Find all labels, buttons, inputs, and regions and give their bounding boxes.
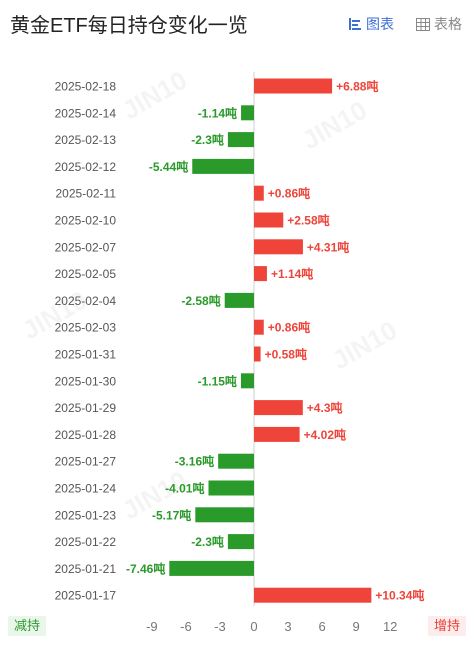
category-label: 2025-01-31 [55,348,117,362]
category-label: 2025-02-12 [55,160,117,174]
x-tick-label: 6 [318,619,325,634]
bar [254,400,303,416]
value-label: +0.58吨 [265,347,307,362]
category-label: 2025-02-10 [55,214,117,228]
value-label: +0.86吨 [268,186,310,201]
bar [227,132,254,148]
category-label: 2025-02-11 [56,187,117,201]
bar [254,319,264,335]
chart-icon [349,18,361,30]
bar [218,453,254,469]
value-label: -4.01吨 [165,481,204,496]
category-label: 2025-01-23 [55,508,117,522]
value-label: +0.86吨 [268,320,310,335]
header: 黄金ETF每日持仓变化一览 图表 表格 [0,0,474,44]
page-title: 黄金ETF每日持仓变化一览 [10,15,248,37]
category-label: 2025-02-13 [55,133,117,147]
category-label: 2025-01-29 [55,401,117,415]
value-label: +10.34吨 [375,588,424,603]
bar [254,212,284,228]
category-label: 2025-01-24 [55,482,117,496]
decrease-legend-tag: 减持 [8,616,47,636]
bar [254,266,267,282]
bar [224,292,254,308]
value-label: -7.46吨 [126,561,165,576]
tab-chart-label: 图表 [366,16,394,32]
category-label: 2025-02-04 [55,294,117,308]
value-label: -1.14吨 [198,105,237,120]
value-label: -2.3吨 [191,534,224,549]
category-label: 2025-01-30 [55,374,117,388]
increase-legend-tag: 增持 [428,616,467,636]
value-label: +1.14吨 [271,266,313,281]
bar [240,373,254,389]
bar [254,185,264,201]
value-label: +6.88吨 [336,79,378,94]
category-label: 2025-01-28 [55,428,117,442]
bar [192,158,254,174]
bar [254,587,372,603]
bar [169,560,254,576]
x-tick-label: 12 [383,619,397,634]
value-label: +4.3吨 [307,400,343,415]
value-label: -2.58吨 [181,293,220,308]
bar [254,239,303,255]
bar [208,480,254,496]
x-tick-label: 9 [353,619,360,634]
tab-chart[interactable]: 图表 [348,14,394,34]
table-icon [416,17,430,31]
category-label: 2025-01-17 [55,589,117,603]
bar [254,346,261,362]
value-label: -5.44吨 [149,159,188,174]
x-tick-label: 0 [250,619,257,634]
tab-table-label: 表格 [434,16,462,32]
x-tick-label: 3 [284,619,291,634]
category-label: 2025-01-21 [55,562,117,576]
category-label: 2025-02-05 [55,267,117,281]
value-label: -2.3吨 [191,132,224,147]
x-tick-label: -3 [214,619,226,634]
category-label: 2025-02-18 [55,80,117,94]
value-label: +4.31吨 [307,239,349,254]
value-label: -5.17吨 [152,507,191,522]
tab-table[interactable]: 表格 [416,14,462,34]
bar [254,426,300,442]
category-label: 2025-02-07 [55,240,117,254]
value-label: +2.58吨 [287,213,329,228]
x-tick-label: -9 [146,619,158,634]
bar [254,78,333,94]
bar [195,507,254,523]
category-label: 2025-01-22 [55,535,117,549]
value-label: -3.16吨 [175,454,214,469]
category-label: 2025-02-14 [55,106,117,120]
bar [241,105,254,121]
value-label: -1.15吨 [198,373,237,388]
category-label: 2025-02-03 [55,321,117,335]
category-label: 2025-01-27 [55,455,117,469]
value-label: +4.02吨 [304,427,346,442]
x-tick-label: -6 [180,619,192,634]
bar [227,534,254,550]
